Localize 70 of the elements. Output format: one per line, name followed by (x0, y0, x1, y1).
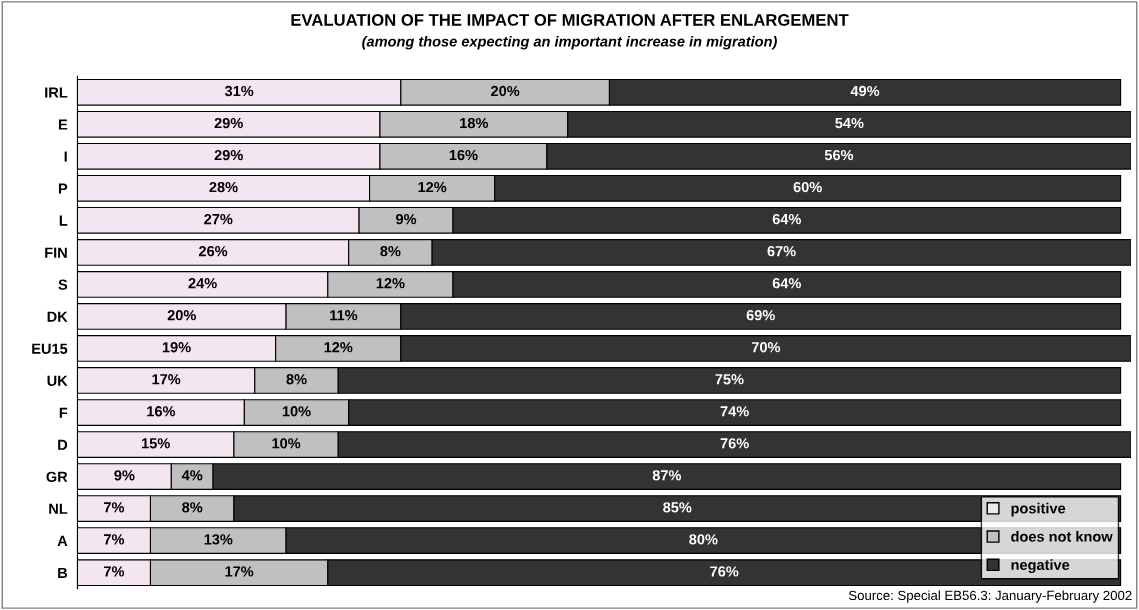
data-label: 10% (272, 438, 301, 449)
data-label: 12% (324, 342, 353, 353)
y-tick-label: I (64, 151, 67, 162)
data-label: 18% (460, 117, 489, 129)
data-label: 70% (751, 342, 781, 353)
y-tick-label: D (58, 439, 68, 450)
chart-subtitle: (among those expecting an important increase in migration) (362, 35, 777, 50)
data-label: 4% (181, 470, 203, 481)
data-label: 76% (720, 438, 749, 449)
data-label: 67% (767, 245, 796, 257)
y-tick-label: E (58, 119, 68, 130)
data-label: 75% (715, 374, 744, 385)
data-label: 49% (850, 85, 880, 97)
legend-label: negative (1011, 559, 1070, 573)
data-label: 8% (286, 374, 307, 385)
data-label: 28% (209, 181, 238, 193)
y-tick-label: NL (49, 503, 68, 514)
y-tick-label: L (59, 215, 68, 226)
y-tick-label: DK (47, 311, 68, 322)
y-tick-label: EU15 (32, 343, 68, 354)
data-label: 12% (376, 278, 405, 289)
source-note: Source: Special EB56.3: January-February 2002 (848, 590, 1132, 603)
y-tick-label: UK (47, 375, 68, 386)
data-label: 60% (793, 181, 822, 193)
data-label: 11% (330, 310, 358, 321)
data-label: 15% (142, 438, 170, 449)
data-label: 87% (652, 470, 682, 481)
data-label: 19% (162, 342, 191, 353)
data-label: 20% (491, 85, 520, 97)
data-label: 74% (720, 406, 749, 417)
y-tick-label: FIN (45, 247, 67, 258)
chart-title: EVALUATION OF THE IMPACT OF MIGRATION AFTER ENLARGEMENT (291, 14, 849, 26)
data-label: 64% (772, 213, 801, 225)
data-label: 24% (188, 278, 217, 289)
data-label: 26% (198, 245, 228, 257)
data-label: 8% (182, 502, 203, 513)
data-label: 17% (225, 566, 254, 577)
data-label: 29% (214, 149, 243, 161)
data-label: 76% (710, 566, 739, 577)
data-label: 29% (214, 117, 243, 129)
legend-label: positive (1011, 502, 1066, 517)
data-label: 69% (746, 310, 775, 321)
data-label: 12% (418, 181, 447, 193)
data-label: 16% (147, 406, 176, 417)
y-tick-label: A (57, 535, 68, 546)
data-label: 8% (380, 245, 401, 257)
data-label: 16% (449, 149, 478, 161)
data-label: 31% (224, 85, 254, 97)
y-tick-label: B (58, 567, 68, 578)
data-label: 17% (152, 374, 181, 385)
y-tick-label: S (58, 279, 68, 290)
y-tick-label: P (58, 183, 68, 194)
data-label: 56% (824, 149, 854, 161)
data-label: 7% (104, 566, 125, 577)
data-label: 27% (204, 213, 233, 225)
data-label: 9% (396, 213, 417, 225)
data-label: 13% (204, 534, 233, 545)
data-label: 7% (104, 534, 125, 545)
data-label: 85% (663, 502, 692, 513)
y-tick-label: F (59, 407, 68, 418)
data-label: 7% (104, 502, 125, 513)
legend-label: does not know (1011, 531, 1113, 542)
data-label: 80% (689, 534, 718, 545)
data-label: 20% (167, 310, 196, 321)
data-label: 54% (835, 117, 864, 129)
y-tick-label: IRL (45, 87, 68, 98)
y-tick-label: GR (46, 471, 68, 482)
data-label: 9% (114, 470, 135, 481)
data-label: 10% (282, 406, 311, 417)
data-label: 64% (772, 278, 801, 289)
